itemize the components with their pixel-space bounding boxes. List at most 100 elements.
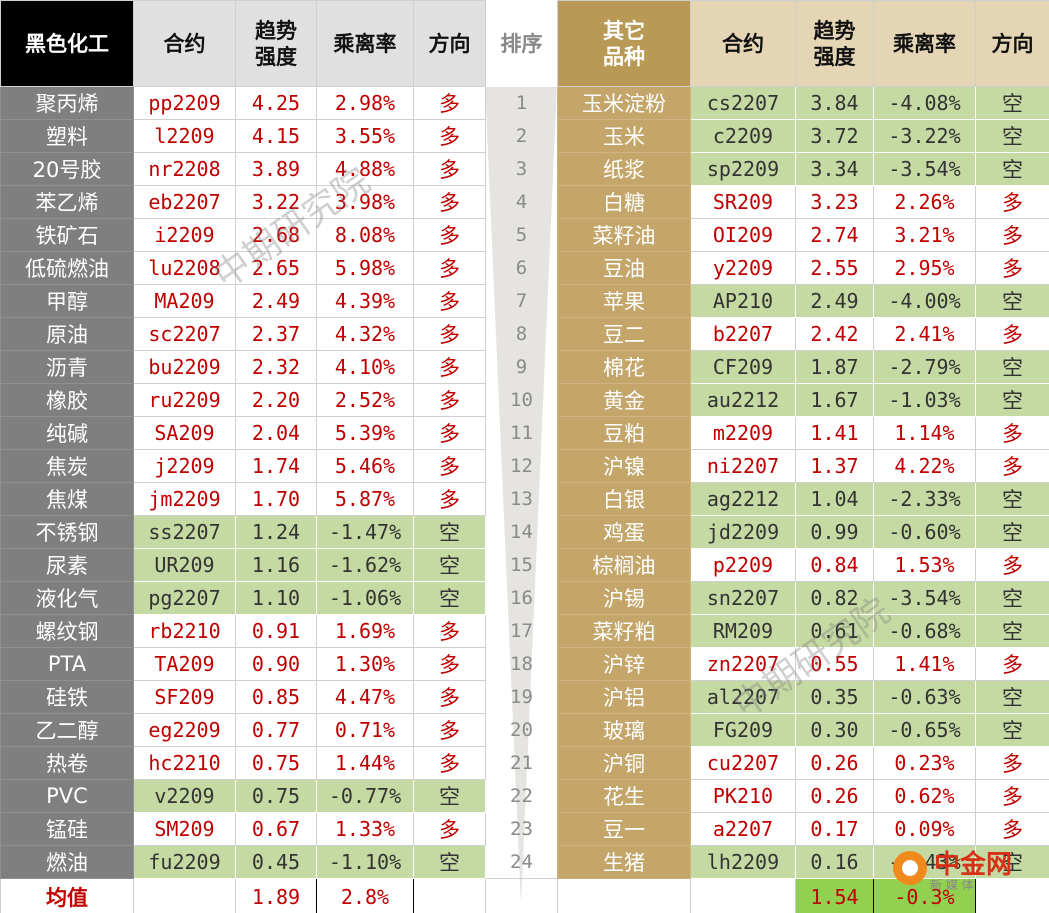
contract: eb2207	[133, 185, 236, 219]
deviation-rate: 0.23%	[873, 746, 976, 780]
deviation-rate: -1.03%	[873, 383, 976, 417]
deviation-rate: -0.68%	[873, 614, 976, 648]
direction: 多	[413, 119, 486, 153]
rank: 22	[510, 785, 533, 807]
variety: 纸浆	[557, 152, 691, 186]
trend-strength: 2.04	[235, 416, 317, 450]
direction: 空	[413, 548, 486, 582]
table-row: 液化气 pg2207 1.10 -1.06% 空 16 沪锡 sn2207 0.82 -3.54%…	[0, 581, 1049, 615]
trend-strength: 0.26	[795, 779, 874, 813]
direction: 多	[975, 779, 1049, 813]
trend-strength: 1.67	[795, 383, 874, 417]
direction: 空	[975, 515, 1049, 549]
variety: 乙二醇	[0, 713, 134, 747]
variety: 螺纹钢	[0, 614, 134, 648]
deviation-rate: 1.69%	[316, 614, 414, 648]
mean-strength: 1.89	[235, 878, 317, 913]
table-row: 低硫燃油 lu2208 2.65 5.98% 多 6 豆油 y2209 2.55 2.95% 多	[0, 251, 1049, 285]
deviation-rate: 4.10%	[316, 350, 414, 384]
variety: 焦煤	[0, 482, 134, 516]
variety: 20号胶	[0, 152, 134, 186]
table-row: 铁矿石 i2209 2.68 8.08% 多 5 菜籽油 OI209 2.74 3.21% 多	[0, 218, 1049, 252]
deviation-rate: 3.98%	[316, 185, 414, 219]
direction: 多	[413, 416, 486, 450]
variety: 尿素	[0, 548, 134, 582]
header-row: 黑色化工 合约 趋势 强度 乘离率 方向 排序 其它 品种 合约 趋势 强度 乘离率 方向	[0, 0, 1049, 87]
variety: 原油	[0, 317, 134, 351]
rank: 21	[510, 752, 533, 774]
mean-deviation: 2.8%	[316, 878, 414, 913]
deviation-rate: -0.63%	[873, 680, 976, 714]
trend-strength: 0.67	[235, 812, 317, 846]
direction: 多	[413, 647, 486, 681]
mean-strength: 1.54	[795, 878, 874, 913]
logo: 中金网 新 媒 体	[890, 842, 1040, 894]
contract: lh2209	[690, 845, 796, 879]
direction: 空	[975, 119, 1049, 153]
variety: 沥青	[0, 350, 134, 384]
variety: 纯碱	[0, 416, 134, 450]
rank: 16	[510, 587, 533, 609]
deviation-rate: 1.14%	[873, 416, 976, 450]
contract: SM209	[133, 812, 236, 846]
variety: 苯乙烯	[0, 185, 134, 219]
contract: PK210	[690, 779, 796, 813]
table-row: 原油 sc2207 2.37 4.32% 多 8 豆二 b2207 2.42 2.41% 多	[0, 317, 1049, 351]
trend-strength: 2.20	[235, 383, 317, 417]
rank: 17	[510, 620, 533, 642]
contract: FG209	[690, 713, 796, 747]
rank: 24	[510, 850, 533, 873]
table-body: 聚丙烯 pp2209 4.25 2.98% 多 1 玉米淀粉 cs2207 3.84 -4.08%…	[0, 86, 1049, 913]
trend-strength: 0.75	[235, 746, 317, 780]
trend-strength: 3.34	[795, 152, 874, 186]
variety: 硅铁	[0, 680, 134, 714]
deviation-rate: 1.33%	[316, 812, 414, 846]
contract: c2209	[690, 119, 796, 153]
header-cell: 黑色化工	[0, 0, 134, 87]
direction: 多	[975, 647, 1049, 681]
trend-strength: 0.35	[795, 680, 874, 714]
variety: 沪铝	[557, 680, 691, 714]
contract: a2207	[690, 812, 796, 846]
trend-strength: 1.74	[235, 449, 317, 483]
contract: AP210	[690, 284, 796, 318]
trend-strength: 1.70	[235, 482, 317, 516]
contract: ru2209	[133, 383, 236, 417]
deviation-rate: -1.47%	[316, 515, 414, 549]
contract: zn2207	[690, 647, 796, 681]
rank: 19	[510, 686, 533, 708]
empty-cell	[413, 878, 486, 913]
empty-cell	[557, 878, 691, 913]
header-cell: 乘离率	[316, 0, 414, 87]
deviation-rate: 4.47%	[316, 680, 414, 714]
direction: 空	[975, 713, 1049, 747]
header-cell: 合约	[133, 0, 236, 87]
contract: rb2210	[133, 614, 236, 648]
direction: 多	[413, 746, 486, 780]
contract: p2209	[690, 548, 796, 582]
deviation-rate: -1.10%	[316, 845, 414, 879]
direction: 空	[975, 680, 1049, 714]
direction: 空	[413, 515, 486, 549]
variety: 锰硅	[0, 812, 134, 846]
table-row: 橡胶 ru2209 2.20 2.52% 多 10 黄金 au2212 1.67 -1.03% 空	[0, 383, 1049, 417]
direction: 多	[413, 383, 486, 417]
trend-strength: 0.77	[235, 713, 317, 747]
table-row: 锰硅 SM209 0.67 1.33% 多 23 豆一 a2207 0.17 0.09% 多	[0, 812, 1049, 846]
contract: l2209	[133, 119, 236, 153]
contract: SR209	[690, 185, 796, 219]
direction: 多	[975, 449, 1049, 483]
deviation-rate: 3.55%	[316, 119, 414, 153]
contract: eg2209	[133, 713, 236, 747]
deviation-rate: 2.95%	[873, 251, 976, 285]
direction: 空	[975, 581, 1049, 615]
variety: 花生	[557, 779, 691, 813]
trend-strength: 2.42	[795, 317, 874, 351]
variety: 棉花	[557, 350, 691, 384]
header-cell: 其它 品种	[557, 0, 691, 87]
contract: ss2207	[133, 515, 236, 549]
deviation-rate: 1.30%	[316, 647, 414, 681]
contract: TA209	[133, 647, 236, 681]
variety: 棕榈油	[557, 548, 691, 582]
contract: j2209	[133, 449, 236, 483]
